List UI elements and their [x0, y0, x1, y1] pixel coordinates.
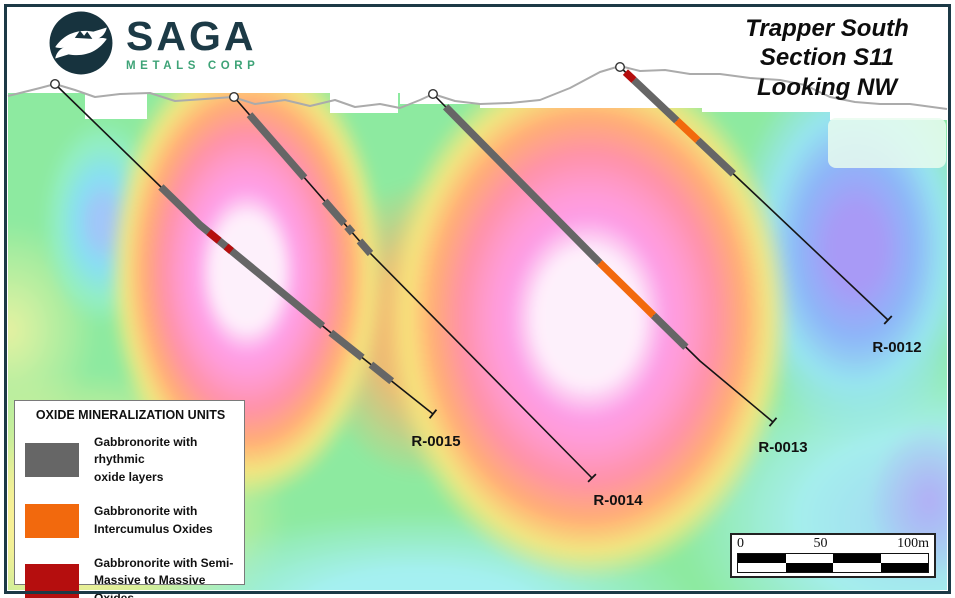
collar-symbol [615, 62, 626, 73]
end-of-hole-tick [587, 473, 597, 483]
legend-label: Gabbronorite with Intercumulus Oxides [94, 504, 213, 536]
company-name: SAGA [126, 13, 257, 59]
drillhole-label: R-0013 [758, 439, 807, 456]
scale-bar-cell [785, 563, 833, 572]
drillhole-R-0015: R-0015 [50, 78, 461, 450]
interval-rhythmic [356, 238, 374, 257]
collar-symbol [428, 88, 439, 99]
interval-semi_massive [223, 243, 234, 254]
legend-swatch-rhythmic [25, 443, 79, 478]
drillhole-R-0014: R-0014 [228, 91, 643, 509]
saga-logo-icon [49, 11, 113, 75]
interval-rhythmic [344, 224, 356, 236]
interval-rhythmic [158, 184, 326, 329]
interval-semi_massive [622, 69, 637, 83]
scale-tick-100: 100m [897, 536, 929, 551]
interval-rhythmic [368, 361, 395, 385]
company-subtitle: METALS CORP [126, 60, 260, 72]
collar-symbol [228, 91, 239, 102]
legend-item: Gabbronorite with Intercumulus Oxides [25, 503, 236, 538]
scale-bar-labels: 0 50 100m [732, 535, 934, 552]
legend-item: Gabbronorite with rhythmic oxide layers [25, 434, 236, 486]
scale-bar-cell [738, 563, 786, 572]
legend-swatch-semi_massive [25, 564, 79, 598]
drillhole-label: R-0014 [593, 492, 643, 509]
interval-rhythmic [631, 77, 680, 124]
title-line-1: Trapper South [745, 15, 909, 42]
legend-item: Gabbronorite with Semi- Massive to Massi… [25, 555, 236, 598]
logo-text: SAGA METALS CORP [126, 13, 260, 73]
scale-bar-cell [833, 563, 881, 572]
legend-title: OXIDE MINERALIZATION UNITS [35, 408, 226, 422]
scale-bar-row [738, 554, 928, 563]
legend: OXIDE MINERALIZATION UNITS Gabbronorite … [14, 400, 245, 598]
legend-label: Gabbronorite with rhythmic oxide layers [94, 435, 198, 484]
title-line-2: Section S11 [759, 44, 895, 72]
section-title: Trapper South Section S11 Looking NW [717, 14, 937, 102]
scale-tick-50: 50 [813, 536, 828, 551]
scale-tick-0: 0 [737, 536, 744, 551]
drillhole-label: R-0015 [411, 433, 460, 450]
drillhole-label: R-0012 [872, 339, 921, 356]
interval-rhythmic [321, 198, 348, 227]
scale-bar-checker [737, 553, 929, 573]
collar-symbol [50, 78, 61, 89]
interval-semi_massive [206, 229, 222, 244]
interval-rhythmic [650, 312, 689, 350]
drillhole-R-0012: R-0012 [615, 62, 922, 356]
end-of-hole-tick [883, 315, 893, 325]
interval-rhythmic [246, 112, 308, 181]
scale-bar-row [738, 563, 928, 572]
scale-bar-cell [880, 563, 928, 572]
scale-bar-cell [738, 554, 786, 563]
scale-bar: 0 50 100m [730, 533, 936, 578]
scale-bar-cell [880, 554, 928, 563]
legend-swatch-intercumulus [25, 503, 79, 538]
interval-intercumulus [674, 117, 701, 144]
interval-rhythmic [328, 329, 365, 361]
interval-rhythmic [695, 137, 736, 177]
interval-intercumulus [597, 260, 657, 319]
end-of-hole-tick [768, 417, 778, 427]
drillhole-R-0013: R-0013 [428, 88, 808, 456]
company-logo: SAGA METALS CORP [48, 10, 259, 76]
end-of-hole-tick [428, 409, 438, 419]
scale-bar-cell [785, 554, 833, 563]
title-line-3: Looking NW [757, 73, 897, 101]
interval-rhythmic [442, 104, 603, 266]
legend-items: Gabbronorite with rhythmic oxide layers G… [25, 434, 236, 598]
scale-bar-cell [833, 554, 881, 563]
legend-label: Gabbronorite with Semi- Massive to Massi… [94, 555, 234, 598]
